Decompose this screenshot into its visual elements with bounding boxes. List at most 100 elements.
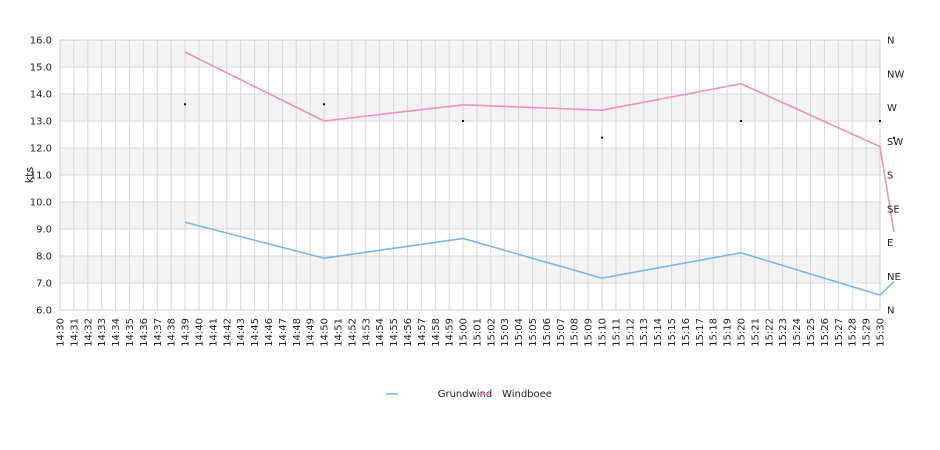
right-axis-ticks: N NE E SE S SW W NW N: [887, 36, 904, 317]
plot-band: [60, 229, 880, 256]
y-tick-label: 9.0: [36, 225, 52, 236]
x-tick-label: 15:25: [806, 318, 817, 347]
x-tick-label: 14:53: [361, 318, 372, 347]
x-tick-label: 15:19: [723, 318, 734, 347]
x-tick-label: 15:18: [709, 318, 720, 347]
x-tick-label: 14:36: [139, 318, 150, 347]
x-tick-label: 15:12: [625, 318, 636, 347]
x-tick-label: 15:10: [598, 318, 609, 347]
x-tick-label: 14:31: [69, 318, 80, 347]
x-tick-label: 15:04: [514, 318, 525, 347]
y-tick-label: 13.0: [30, 117, 52, 128]
x-tick-label: 14:59: [445, 318, 456, 347]
plot-bands: [60, 40, 880, 310]
y-tick-label: 12.0: [30, 144, 52, 155]
right-tick-label: E: [887, 238, 893, 249]
y-tick-label: 8.0: [36, 252, 52, 263]
direction-markers: [184, 103, 895, 139]
direction-marker: [740, 120, 743, 122]
x-tick-label: 14:48: [292, 318, 303, 347]
plot-band: [60, 121, 880, 148]
legend-label: Windboee: [502, 389, 552, 400]
plot-band: [60, 67, 880, 94]
y-tick-label: 7.0: [36, 279, 52, 290]
x-tick-label: 14:45: [250, 318, 261, 347]
x-tick-label: 14:37: [153, 318, 164, 347]
x-tick-label: 14:52: [347, 318, 358, 347]
plot-frame: [59, 39, 881, 311]
x-tick-label: 15:11: [611, 318, 622, 347]
x-tick-label: 14:33: [97, 318, 108, 347]
x-tick-label: 15:08: [570, 318, 581, 347]
legend-label: Grundwind: [438, 389, 493, 400]
direction-marker: [462, 120, 465, 122]
x-tick-label: 14:34: [111, 318, 122, 347]
x-tick-label: 14:50: [320, 318, 331, 347]
x-tick-label: 15:15: [667, 318, 678, 347]
x-tick-label: 15:27: [834, 318, 845, 347]
x-tick-label: 14:54: [375, 318, 386, 347]
right-tick-label: W: [887, 103, 897, 114]
direction-marker: [184, 103, 187, 106]
x-tick-label: 15:28: [848, 318, 859, 347]
x-tick-label: 15:03: [500, 318, 511, 347]
x-tick-label: 14:32: [83, 318, 94, 347]
x-tick-label: 15:00: [459, 318, 470, 347]
y-tick-label: 14.0: [30, 90, 52, 101]
x-tick-label: 14:47: [278, 318, 289, 347]
x-tick-label: 15:13: [639, 318, 650, 347]
x-tick-label: 14:35: [125, 318, 136, 347]
x-tick-label: 15:06: [542, 318, 553, 347]
right-tick-label: S: [887, 171, 893, 182]
plot-band: [60, 202, 880, 229]
x-tick-label: 15:30: [876, 318, 887, 347]
x-tick-label: 14:57: [417, 318, 428, 347]
right-tick-label: NW: [887, 69, 904, 80]
x-tick-label: 14:30: [56, 318, 67, 347]
direction-marker: [601, 136, 604, 139]
direction-marker: [323, 103, 326, 106]
x-tick-label: 14:39: [181, 318, 192, 347]
x-tick-label: 14:58: [431, 318, 442, 347]
x-tick-label: 14:43: [236, 318, 247, 347]
plot-band: [60, 94, 880, 121]
x-tick-label: 14:49: [306, 318, 317, 347]
y-axis-ticks: 6.0 7.0 8.0 9.0 10.0 11.0 12.0 13.0 14.0 15.0 16.0: [30, 36, 52, 317]
x-tick-label: 14:38: [167, 318, 178, 347]
x-tick-label: 14:56: [403, 318, 414, 347]
direction-marker: [892, 136, 895, 139]
x-tick-label: 15:23: [778, 318, 789, 347]
plot-band: [60, 148, 880, 175]
x-tick-label: 15:02: [486, 318, 497, 347]
x-tick-label: 14:41: [208, 318, 219, 347]
series-line-grundwind: [184, 221, 895, 296]
legend: Grundwind Windboee: [386, 389, 552, 400]
x-tick-label: 15:01: [472, 318, 483, 347]
x-tick-label: 15:22: [764, 318, 775, 347]
x-tick-label: 15:09: [584, 318, 595, 347]
y-tick-label: 11.0: [30, 171, 52, 182]
x-tick-label: 15:20: [737, 318, 748, 347]
x-tick-label: 15:24: [792, 318, 803, 347]
right-tick-label: N: [887, 36, 894, 47]
x-tick-label: 14:42: [222, 318, 233, 347]
x-tick-label: 15:26: [820, 318, 831, 347]
series-line-windboee: [184, 51, 895, 232]
x-tick-label: 15:29: [862, 318, 873, 347]
y-tick-label: 10.0: [30, 198, 52, 209]
x-tick-label: 15:17: [695, 318, 706, 347]
plot-band: [60, 40, 880, 67]
x-tick-label: 15:16: [681, 318, 692, 347]
series-lines: [184, 51, 895, 296]
direction-marker: [879, 120, 881, 122]
x-tick-label: 14:40: [194, 318, 205, 347]
plot-band: [60, 283, 880, 310]
x-tick-label: 15:07: [556, 318, 567, 347]
x-tick-label: 14:51: [333, 318, 344, 347]
right-tick-label: N: [887, 306, 894, 317]
x-tick-label: 15:05: [528, 318, 539, 347]
y-tick-label: 16.0: [30, 36, 52, 47]
y-axis-label: kts: [23, 167, 36, 184]
right-tick-label: NE: [887, 272, 901, 283]
